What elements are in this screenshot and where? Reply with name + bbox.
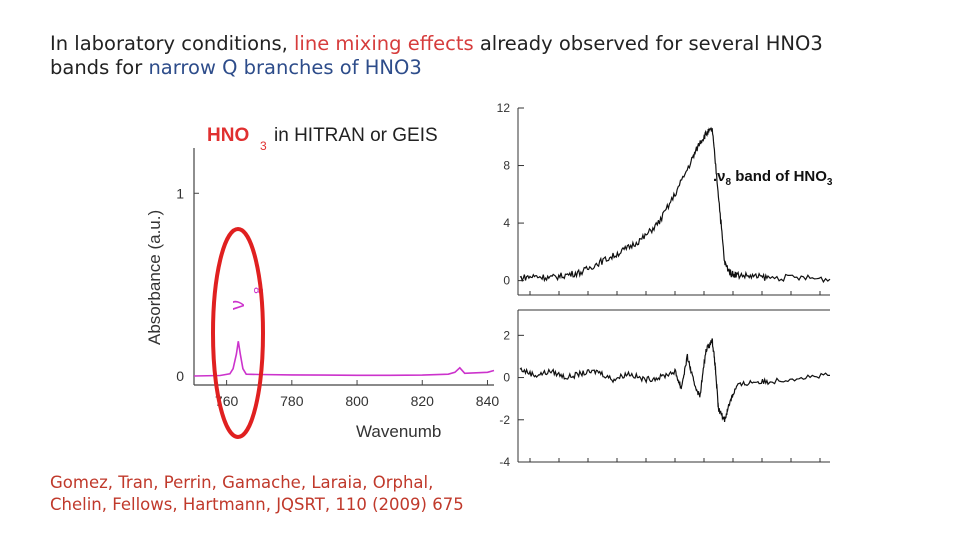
residual-line bbox=[519, 338, 830, 422]
left-chart-title-b: in HITRAN or GEIS bbox=[274, 125, 438, 146]
right-y-tick-label: 0 bbox=[503, 371, 510, 385]
right-y-tick-label: 0 bbox=[503, 274, 510, 288]
caption-line-1: Gomez, Tran, Perrin, Gamache, Laraia, Or… bbox=[50, 473, 434, 492]
left-chart-annotation-sub: 8 bbox=[251, 287, 266, 294]
band-label-sub2: 3 bbox=[826, 177, 833, 188]
slide-title: In laboratory conditions, line mixing ef… bbox=[50, 32, 930, 80]
left-y-tick-label: 1 bbox=[176, 185, 184, 201]
band-label-sub: 8 bbox=[725, 177, 732, 188]
left-x-tick-label: 840 bbox=[476, 393, 500, 409]
title-text-1: In laboratory conditions, bbox=[50, 32, 294, 55]
right-y-tick-label: 2 bbox=[503, 328, 510, 342]
left-chart-title-a: HNO bbox=[207, 125, 249, 146]
title-text-3: bands for bbox=[50, 56, 149, 79]
right-y-tick-label: 12 bbox=[497, 101, 511, 115]
left-x-tick-label: 820 bbox=[411, 393, 435, 409]
band-label-prefix: .ν bbox=[713, 168, 726, 185]
right-y-tick-label: 4 bbox=[503, 216, 510, 230]
left-chart-ylabel: Absorbance (a.u.) bbox=[145, 210, 164, 345]
right-y-tick-label: -2 bbox=[499, 413, 510, 427]
title-highlight-line-mixing: line mixing effects bbox=[294, 32, 474, 55]
title-text-2: already observed for several HNO3 bbox=[473, 32, 823, 55]
reference-caption: Gomez, Tran, Perrin, Gamache, Laraia, Or… bbox=[50, 472, 464, 516]
nu8-absorbance-line bbox=[519, 126, 831, 284]
band-label-suffix: band of HNO bbox=[731, 168, 827, 185]
left-x-tick-label: 780 bbox=[280, 393, 304, 409]
left-y-tick-label: 0 bbox=[176, 368, 184, 384]
left-chart-xlabel: Wavenumb bbox=[356, 422, 441, 441]
title-highlight-q-branches: narrow Q branches of HNO3 bbox=[148, 56, 422, 79]
nu8-band-label: .ν8 band of HNO3 bbox=[713, 168, 832, 188]
right-y-tick-label: -4 bbox=[499, 455, 510, 469]
left-chart-title-sub: 3 bbox=[260, 139, 267, 153]
nu8-highlight-ellipse bbox=[211, 227, 265, 439]
right-y-tick-label: 8 bbox=[503, 159, 510, 173]
left-x-tick-label: 800 bbox=[345, 393, 369, 409]
hno3-spectrum-line bbox=[193, 341, 495, 377]
left-chart-annotation: ν bbox=[227, 300, 249, 310]
caption-line-2: Chelin, Fellows, Hartmann, JQSRT, 110 (2… bbox=[50, 495, 464, 514]
